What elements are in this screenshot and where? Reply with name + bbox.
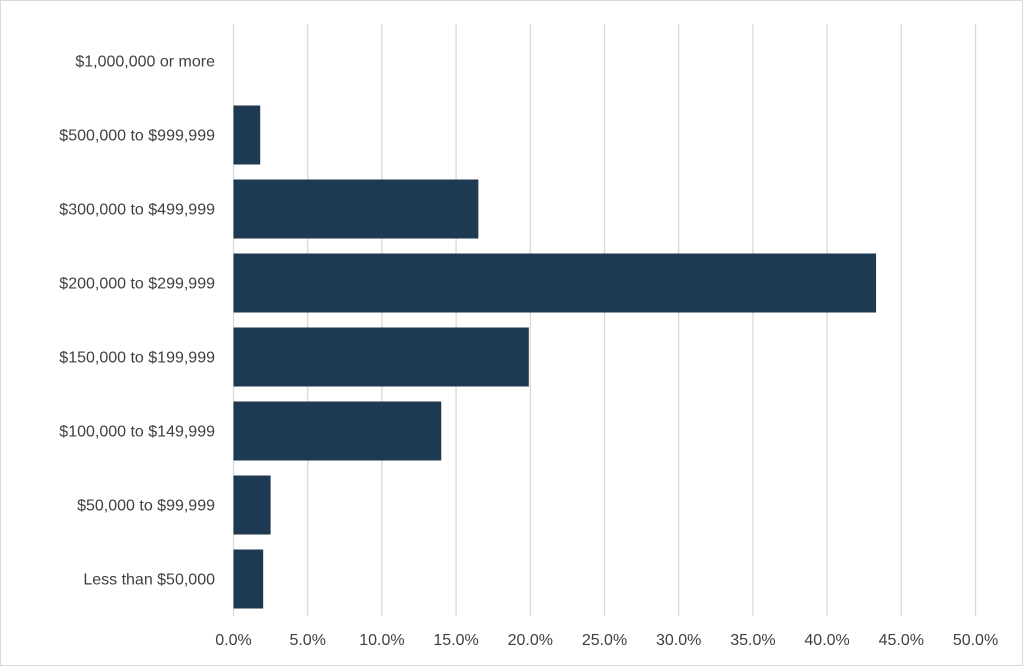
bar-7 — [233, 549, 264, 609]
bar-1 — [233, 105, 261, 165]
bar-5 — [233, 401, 442, 461]
bar-3 — [233, 253, 877, 313]
x-tick-label-2: 10.0% — [359, 632, 404, 649]
x-tick-label-1: 5.0% — [289, 632, 325, 649]
category-label-1: $500,000 to $999,999 — [59, 128, 215, 145]
category-label-6: $50,000 to $99,999 — [77, 498, 215, 515]
category-label-3: $200,000 to $299,999 — [59, 276, 215, 293]
x-tick-label-0: 0.0% — [215, 632, 251, 649]
category-label-5: $100,000 to $149,999 — [59, 424, 215, 441]
x-axis-tick-labels: 0.0% 5.0% 10.0% 15.0% 20.0% 25.0% 30.0% 35.0% 40… — [215, 632, 998, 649]
x-tick-label-3: 15.0% — [433, 632, 478, 649]
category-label-7: Less than $50,000 — [83, 572, 215, 589]
bar-6 — [233, 475, 271, 535]
gridlines — [232, 24, 977, 616]
x-tick-label-7: 35.0% — [730, 632, 775, 649]
category-label-2: $300,000 to $499,999 — [59, 202, 215, 219]
bar-2 — [233, 179, 479, 239]
bar-4 — [233, 327, 529, 387]
x-tick-label-10: 50.0% — [953, 632, 998, 649]
x-tick-label-4: 20.0% — [508, 632, 553, 649]
x-tick-label-9: 45.0% — [879, 632, 924, 649]
category-label-4: $150,000 to $199,999 — [59, 350, 215, 367]
x-tick-label-6: 30.0% — [656, 632, 701, 649]
x-tick-label-8: 40.0% — [804, 632, 849, 649]
category-labels: $1,000,000 or more $500,000 to $999,999 $3… — [59, 54, 215, 589]
bars — [233, 105, 877, 609]
category-label-0: $1,000,000 or more — [75, 54, 215, 71]
x-tick-label-5: 25.0% — [582, 632, 627, 649]
